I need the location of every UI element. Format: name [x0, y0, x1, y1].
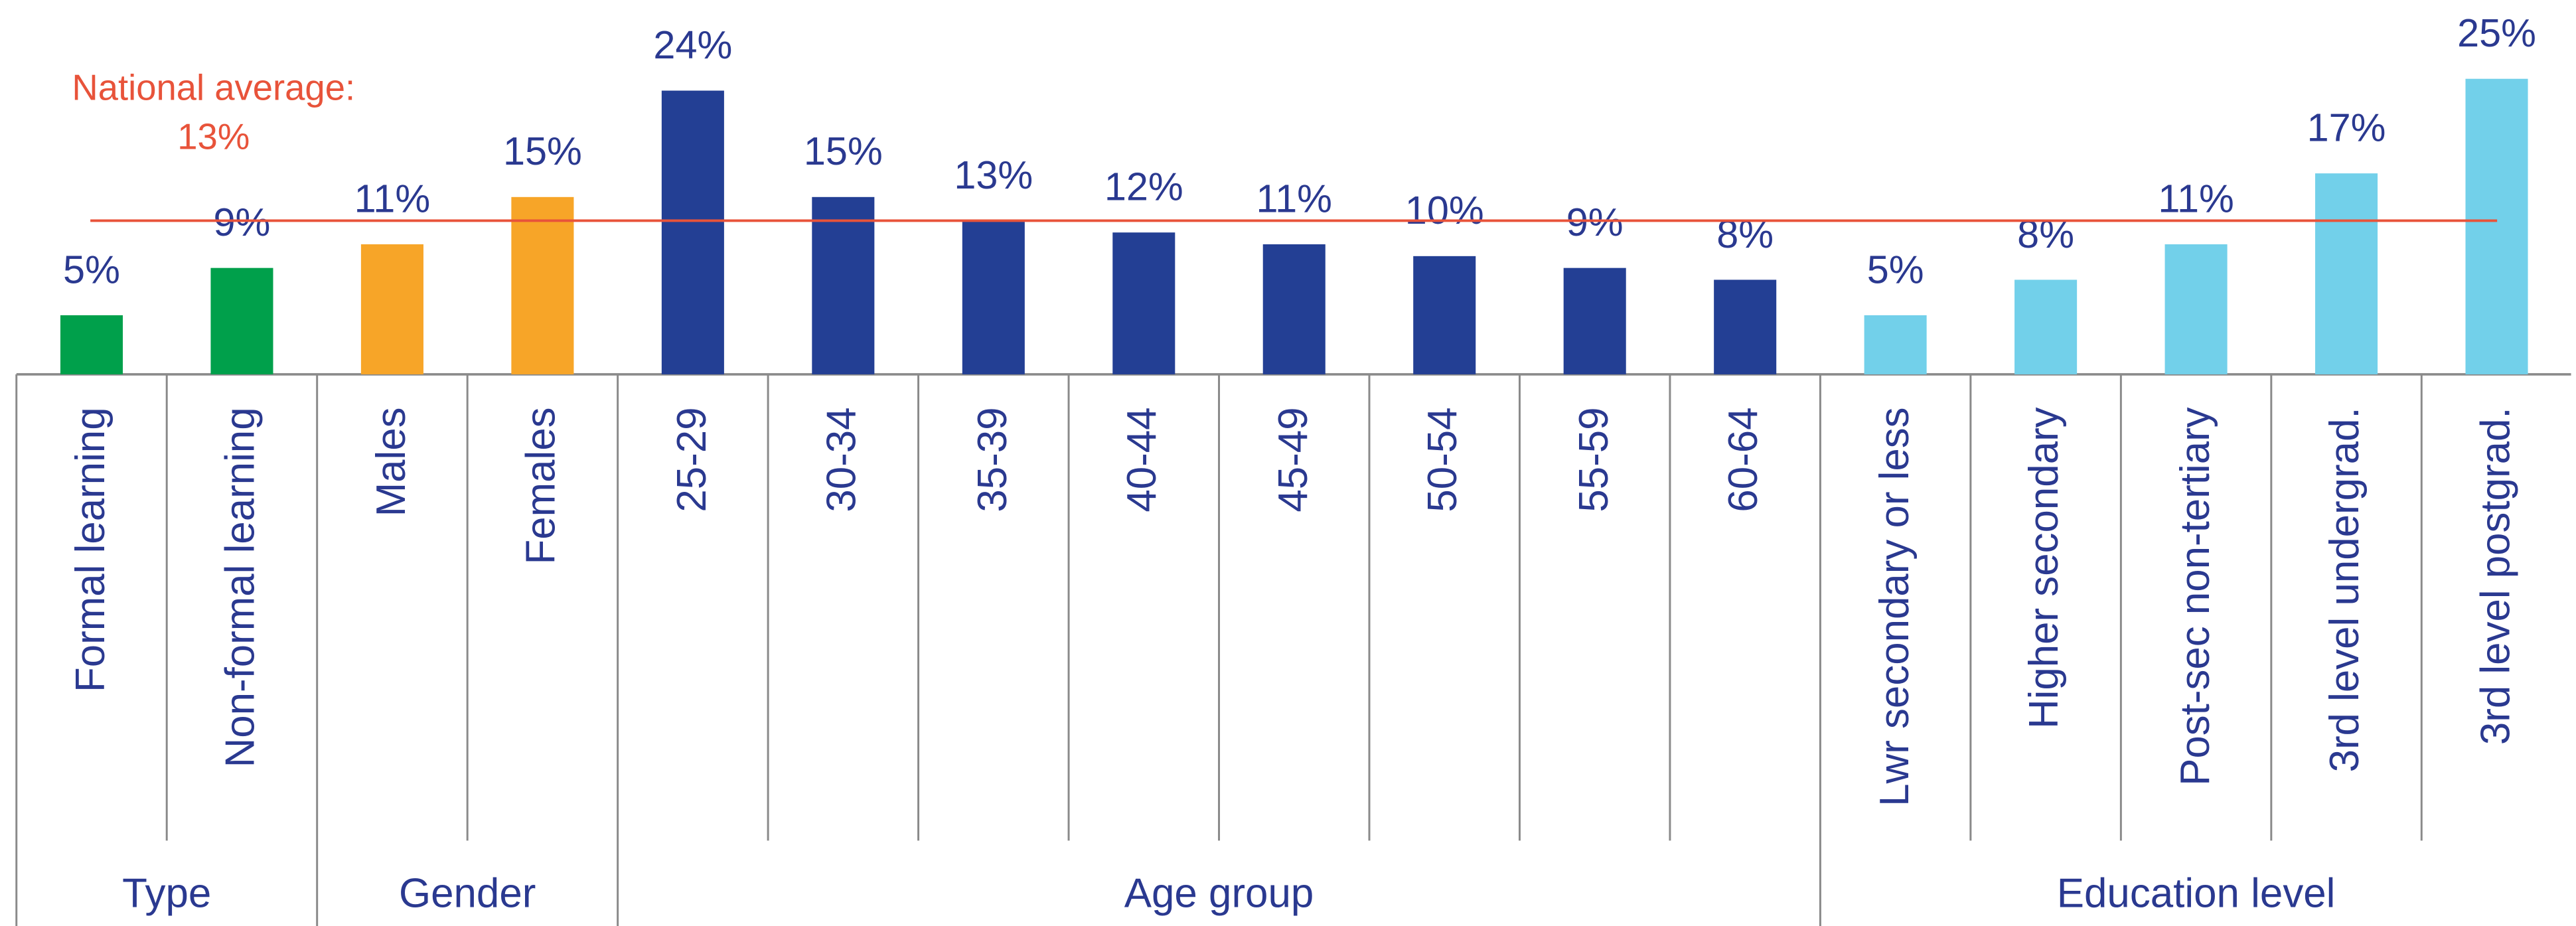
bar: [962, 220, 1025, 374]
category-label: Post-sec non-tertiary: [2172, 407, 2219, 786]
category-label: 35-39: [969, 407, 1016, 512]
bar: [210, 268, 273, 374]
bar: [1714, 279, 1777, 374]
bar: [1262, 244, 1326, 374]
value-label: 10%: [1405, 188, 1484, 232]
bar: [60, 315, 123, 374]
bar: [1864, 315, 1927, 374]
reference-label: National average:: [72, 67, 355, 108]
value-label: 17%: [2307, 106, 2386, 150]
category-label: Higher secondary: [2022, 407, 2068, 730]
category-label: 55-59: [1570, 407, 1618, 512]
group-label: Gender: [398, 871, 536, 917]
value-label: 11%: [354, 176, 430, 220]
bar: [2465, 78, 2528, 374]
category-label: 3rd level undergrad.: [2322, 407, 2369, 773]
value-label: 8%: [2017, 212, 2074, 256]
value-label: 15%: [804, 129, 883, 173]
category-label: 40-44: [1120, 407, 1166, 512]
category-label: Males: [368, 407, 415, 517]
category-label: Formal learning: [68, 407, 114, 693]
category-label: Lwr secondary or less: [1871, 407, 1918, 807]
bar: [2315, 173, 2378, 374]
category-label: 45-49: [1270, 407, 1317, 512]
reference-value: 13%: [177, 117, 250, 157]
value-label: 13%: [954, 153, 1033, 197]
bar: [2164, 244, 2228, 374]
bar: [2014, 279, 2078, 374]
category-label: 50-54: [1420, 407, 1467, 512]
group-label: Age group: [1124, 871, 1314, 917]
bar: [1413, 256, 1476, 374]
category-label: 30-34: [819, 407, 866, 512]
group-label: Type: [122, 871, 212, 917]
category-label: 25-29: [668, 407, 716, 512]
bar: [1112, 232, 1175, 374]
category-label: Females: [518, 407, 565, 565]
bar: [511, 196, 574, 374]
value-label: 11%: [2158, 176, 2234, 220]
category-label: Non-formal learning: [218, 407, 264, 768]
value-label: 5%: [1867, 247, 1924, 291]
value-label: 8%: [1716, 212, 1774, 256]
category-label: 60-64: [1721, 407, 1768, 512]
value-label: 11%: [1256, 176, 1332, 220]
bar: [1563, 268, 1626, 374]
category-label: 3rd level postgrad.: [2472, 407, 2519, 745]
bar: [812, 196, 875, 374]
value-label: 24%: [653, 23, 732, 67]
value-label: 25%: [2457, 11, 2536, 55]
value-label: 5%: [63, 247, 120, 291]
bar: [661, 90, 724, 374]
group-label: Education level: [2056, 871, 2336, 917]
value-label: 9%: [1566, 200, 1624, 244]
value-label: 12%: [1104, 165, 1183, 209]
value-label: 9%: [214, 200, 271, 244]
bar: [360, 244, 423, 374]
value-label: 15%: [503, 129, 582, 173]
